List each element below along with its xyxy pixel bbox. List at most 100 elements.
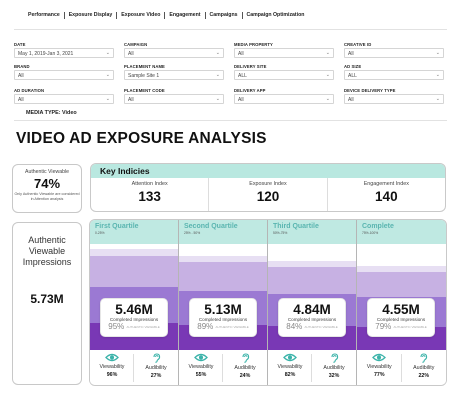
authentic-viewable-label: Authentic Viewable [24, 169, 70, 175]
media-type-label: MEDIA TYPE: Video [26, 110, 77, 116]
quartile-range: 25% - 50% [184, 231, 201, 235]
filter-label: CAMPAIGN [124, 42, 148, 47]
index-value: 120 [256, 189, 280, 204]
delivery-app-select[interactable]: All ⌄ [234, 94, 334, 104]
quartile-header: Complete 75%-100% [357, 220, 446, 244]
nav-divider [14, 29, 447, 30]
filter-label: AD DURATION [14, 88, 45, 93]
authentic-impressions-value: 5.73M [30, 292, 64, 306]
level-band [90, 256, 178, 287]
tab-campaign-optimization[interactable]: Campaign Optimization [246, 11, 305, 18]
brand-select[interactable]: All ⌄ [14, 70, 114, 80]
select-value: May 1, 2019-Jan 3, 2021 [18, 50, 74, 57]
select-value: Sample Site 1 [128, 72, 160, 79]
viewability-stat: Viewability 82% [268, 350, 312, 385]
filter-delivery-app: DELIVERY APP All ⌄ [234, 88, 334, 104]
filter-label: PLACEMENT NAME [124, 64, 165, 69]
filters-divider [14, 120, 447, 121]
creative-id-select[interactable]: All ⌄ [344, 48, 444, 58]
tab-exposure-display[interactable]: Exposure Display [65, 11, 118, 19]
completed-impressions-card: 4.55M Completed Impressions 79% AUTHENTI… [367, 298, 435, 337]
completed-value: 5.46M [115, 302, 153, 317]
placement-code-select[interactable]: All ⌄ [124, 94, 224, 104]
completed-label: Completed Impressions [198, 317, 248, 322]
completed-impressions-card: 5.46M Completed Impressions 95% AUTHENTI… [100, 298, 168, 337]
campaign-select[interactable]: All ⌄ [124, 48, 224, 58]
viewability-value: 96% [106, 372, 118, 378]
quartile-range: 0-25% [95, 231, 105, 235]
viewability-value: 55% [195, 372, 207, 378]
completed-impressions-card: 4.84M Completed Impressions 84% AUTHENTI… [278, 298, 346, 337]
placement-name-select[interactable]: Sample Site 1 ⌄ [124, 70, 224, 80]
viewability-value: 82% [284, 372, 296, 378]
filter-date: DATE May 1, 2019-Jan 3, 2021 ⌄ [14, 42, 114, 58]
index-value: 133 [138, 189, 161, 204]
audibility-label: Audibility [234, 365, 256, 371]
key-indicies-title: Key Indicies [91, 164, 445, 178]
chevron-down-icon: ⌄ [325, 72, 330, 78]
device-delivery-type-select[interactable]: All ⌄ [344, 94, 444, 104]
completed-pct-sub: AUTHENTIC VIEWABLE [215, 324, 249, 329]
quartile-first: First Quartile 0-25% 5.46M Completed Imp… [90, 220, 179, 385]
date-select[interactable]: May 1, 2019-Jan 3, 2021 ⌄ [14, 48, 114, 58]
media-property-select[interactable]: All ⌄ [234, 48, 334, 58]
completed-pct: 79% [375, 322, 392, 331]
completed-pct: 89% [197, 322, 214, 331]
ad-duration-select[interactable]: All ⌄ [14, 94, 114, 104]
completed-label: Completed Impressions [109, 317, 159, 322]
chevron-down-icon: ⌄ [105, 50, 110, 56]
ear-icon [312, 353, 356, 363]
ad-size-select[interactable]: ALL ⌄ [344, 70, 444, 80]
filter-placement-name: PLACEMENT NAME Sample Site 1 ⌄ [124, 64, 224, 80]
tab-engagement[interactable]: Engagement [165, 11, 206, 19]
level-band [179, 262, 267, 291]
quartile-complete: Complete 75%-100% 4.55M Completed Impres… [357, 220, 447, 385]
select-value: All [348, 50, 354, 57]
authentic-viewable-card: Authentic Viewable 74% Only Authentic Vi… [12, 164, 82, 213]
authentic-impressions-label: Authentic Viewable Impressions [22, 235, 72, 267]
completed-pct: 95% [108, 322, 125, 331]
top-nav: Performance Exposure Display Exposure Vi… [28, 9, 308, 21]
eye-icon [357, 353, 402, 362]
filter-device-delivery-type: DEVICE DELIVERY TYPE All ⌄ [344, 88, 444, 104]
level-band [357, 272, 446, 298]
page-title: VIDEO AD EXPOSURE ANALYSIS [16, 130, 267, 147]
quartile-third: Third Quartile 50%-75% 4.84M Completed I… [268, 220, 357, 385]
viewability-label: Viewability [277, 364, 303, 370]
select-value: All [128, 96, 134, 103]
chevron-down-icon: ⌄ [105, 72, 110, 78]
completed-value: 4.55M [382, 302, 420, 317]
chevron-down-icon: ⌄ [325, 50, 330, 56]
quartile-footer: Viewability 55% Audibility 24% [179, 350, 267, 385]
quartile-name: Third Quartile [273, 223, 319, 230]
tab-campaigns[interactable]: Campaigns [206, 11, 243, 19]
audibility-value: 27% [150, 373, 162, 379]
select-value: All [128, 50, 134, 57]
viewability-value: 77% [373, 372, 385, 378]
chevron-down-icon: ⌄ [435, 96, 440, 102]
select-value: All [238, 50, 244, 57]
quartile-range: 50%-75% [273, 231, 288, 235]
filter-label: DELIVERY APP [234, 88, 266, 93]
viewability-label: Viewability [366, 364, 392, 370]
audibility-stat: Audibility 32% [312, 350, 356, 385]
audibility-label: Audibility [323, 365, 345, 371]
select-value: All [238, 96, 244, 103]
tab-exposure-video[interactable]: Exposure Video [117, 11, 166, 19]
tab-performance[interactable]: Performance [28, 11, 65, 19]
audibility-stat: Audibility 22% [402, 350, 447, 385]
filter-label: AD SIZE [344, 64, 362, 69]
filter-ad-duration: AD DURATION All ⌄ [14, 88, 114, 104]
quartile-footer: Viewability 82% Audibility 32% [268, 350, 356, 385]
filter-media-property: MEDIA PROPERTY All ⌄ [234, 42, 334, 58]
completed-pct-sub: AUTHENTIC VIEWABLE [393, 324, 427, 329]
index-label: Exposure Index [249, 181, 287, 187]
viewability-stat: Viewability 55% [179, 350, 223, 385]
quartile-second: Second Quartile 25% - 50% 5.13M Complete… [179, 220, 268, 385]
ear-icon [223, 353, 267, 363]
engagement-index: Engagement Index 140 [328, 178, 445, 211]
completed-pct: 84% [286, 322, 303, 331]
delivery-site-select[interactable]: ALL ⌄ [234, 70, 334, 80]
quartile-footer: Viewability 96% Audibility 27% [90, 350, 178, 385]
completed-label: Completed Impressions [287, 317, 337, 322]
